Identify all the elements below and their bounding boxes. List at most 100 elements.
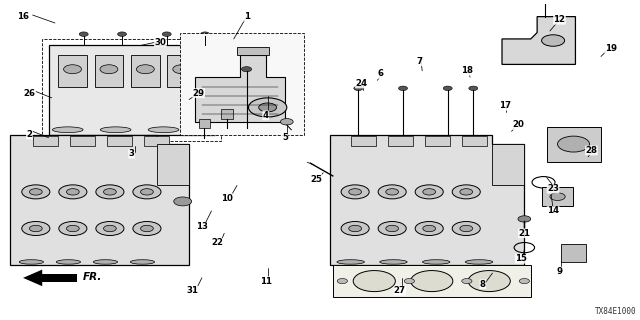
Text: 21: 21 bbox=[518, 229, 531, 238]
Circle shape bbox=[67, 225, 79, 232]
Ellipse shape bbox=[465, 260, 493, 264]
Bar bbox=[107, 136, 132, 146]
Ellipse shape bbox=[100, 127, 131, 132]
Text: 27: 27 bbox=[394, 286, 406, 295]
Circle shape bbox=[200, 32, 209, 36]
Ellipse shape bbox=[56, 260, 81, 264]
Bar bbox=[425, 136, 451, 146]
Text: 2: 2 bbox=[26, 130, 33, 139]
Circle shape bbox=[460, 225, 472, 232]
Text: 25: 25 bbox=[311, 175, 323, 184]
Bar bbox=[221, 109, 232, 119]
Text: 13: 13 bbox=[196, 222, 208, 231]
Circle shape bbox=[29, 189, 42, 195]
Circle shape bbox=[173, 197, 191, 206]
Circle shape bbox=[353, 270, 396, 292]
Ellipse shape bbox=[131, 260, 155, 264]
Text: 5: 5 bbox=[282, 133, 288, 142]
Text: 18: 18 bbox=[461, 66, 473, 75]
Circle shape bbox=[349, 225, 362, 232]
Text: 11: 11 bbox=[260, 276, 272, 285]
Polygon shape bbox=[157, 144, 189, 186]
Text: 12: 12 bbox=[554, 15, 566, 24]
Text: 31: 31 bbox=[186, 286, 198, 295]
Circle shape bbox=[349, 189, 362, 195]
Circle shape bbox=[67, 189, 79, 195]
Circle shape bbox=[404, 278, 415, 284]
Circle shape bbox=[460, 189, 472, 195]
Text: 14: 14 bbox=[547, 206, 559, 215]
Circle shape bbox=[280, 119, 293, 125]
Text: 17: 17 bbox=[499, 101, 511, 110]
Circle shape bbox=[518, 216, 531, 222]
Circle shape bbox=[557, 136, 589, 152]
Bar bbox=[33, 136, 58, 146]
Bar bbox=[70, 136, 95, 146]
Text: 3: 3 bbox=[129, 149, 134, 158]
Polygon shape bbox=[49, 45, 214, 134]
Bar bbox=[168, 55, 196, 87]
Bar bbox=[561, 244, 586, 262]
Circle shape bbox=[386, 225, 399, 232]
Ellipse shape bbox=[337, 260, 364, 264]
Circle shape bbox=[173, 65, 191, 74]
Bar bbox=[198, 119, 210, 128]
Circle shape bbox=[468, 86, 477, 91]
Text: 22: 22 bbox=[212, 238, 224, 247]
Circle shape bbox=[79, 32, 88, 36]
Circle shape bbox=[399, 86, 408, 91]
Text: TX84E1000: TX84E1000 bbox=[595, 307, 636, 316]
Ellipse shape bbox=[422, 260, 450, 264]
Polygon shape bbox=[330, 134, 524, 265]
Circle shape bbox=[96, 185, 124, 199]
Ellipse shape bbox=[52, 127, 83, 132]
Bar bbox=[351, 136, 376, 146]
Circle shape bbox=[468, 270, 510, 292]
Circle shape bbox=[415, 221, 444, 236]
Text: 16: 16 bbox=[17, 12, 29, 21]
Circle shape bbox=[378, 221, 406, 236]
Bar bbox=[58, 55, 87, 87]
Circle shape bbox=[541, 35, 564, 46]
Circle shape bbox=[341, 185, 369, 199]
Circle shape bbox=[163, 32, 172, 36]
Text: 15: 15 bbox=[515, 254, 527, 263]
Circle shape bbox=[341, 221, 369, 236]
Polygon shape bbox=[195, 55, 285, 122]
Bar bbox=[462, 136, 487, 146]
Circle shape bbox=[519, 278, 529, 284]
Circle shape bbox=[411, 270, 453, 292]
Polygon shape bbox=[42, 274, 77, 282]
Circle shape bbox=[444, 86, 452, 91]
Text: 24: 24 bbox=[355, 79, 367, 88]
Bar bbox=[542, 187, 573, 206]
Polygon shape bbox=[492, 144, 524, 186]
Bar bbox=[179, 33, 304, 134]
Circle shape bbox=[22, 185, 50, 199]
Ellipse shape bbox=[380, 260, 407, 264]
Text: 7: 7 bbox=[416, 57, 422, 66]
Circle shape bbox=[259, 103, 276, 112]
Circle shape bbox=[59, 221, 87, 236]
Text: 8: 8 bbox=[480, 280, 486, 289]
Circle shape bbox=[423, 225, 436, 232]
Ellipse shape bbox=[148, 127, 179, 132]
Circle shape bbox=[462, 278, 472, 284]
Text: 29: 29 bbox=[193, 89, 205, 98]
Text: 23: 23 bbox=[547, 184, 559, 193]
Circle shape bbox=[59, 185, 87, 199]
Bar bbox=[388, 136, 413, 146]
Text: 19: 19 bbox=[605, 44, 616, 53]
Circle shape bbox=[96, 221, 124, 236]
Text: 20: 20 bbox=[512, 120, 524, 130]
Text: 9: 9 bbox=[556, 267, 563, 276]
Circle shape bbox=[386, 189, 399, 195]
Circle shape bbox=[22, 221, 50, 236]
Text: 4: 4 bbox=[262, 111, 269, 120]
Text: 28: 28 bbox=[586, 146, 597, 155]
Polygon shape bbox=[23, 270, 42, 286]
Text: 1: 1 bbox=[244, 12, 250, 21]
Circle shape bbox=[248, 98, 287, 117]
Circle shape bbox=[415, 185, 444, 199]
Circle shape bbox=[337, 278, 348, 284]
